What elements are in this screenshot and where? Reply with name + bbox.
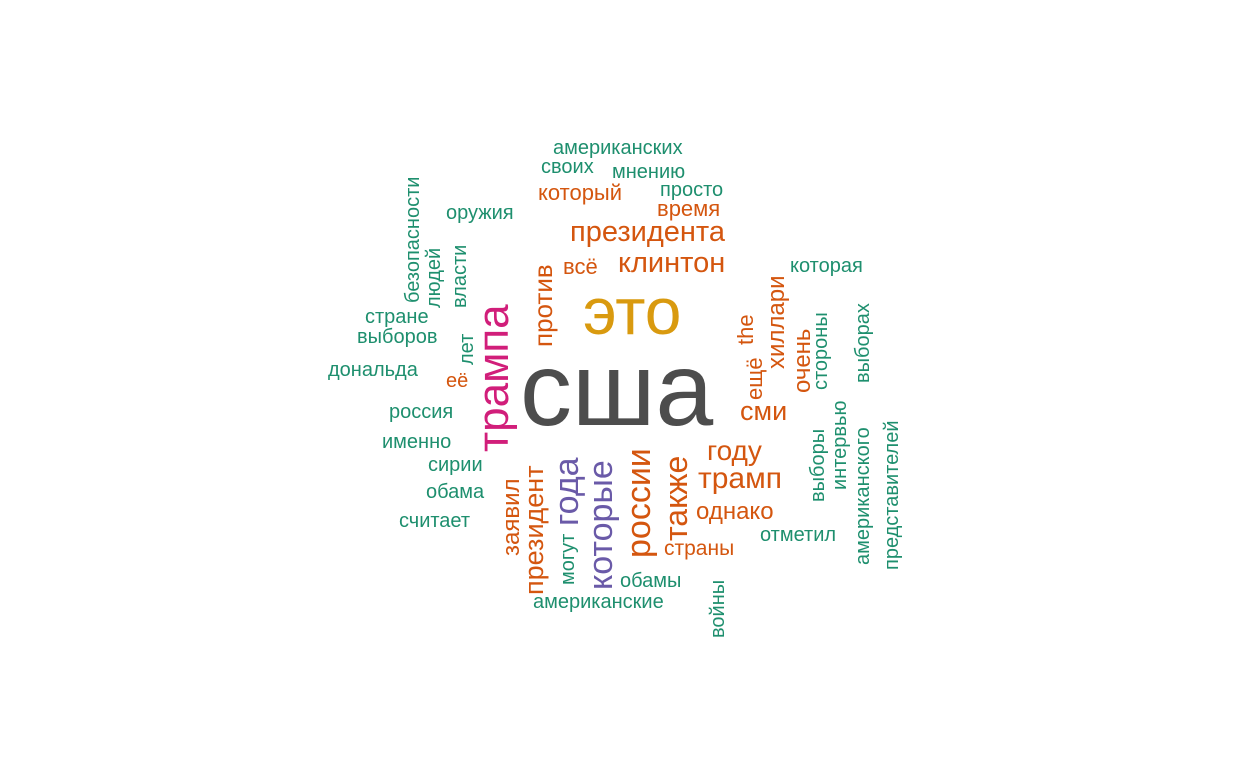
cloud-word-26: своих — [541, 156, 594, 178]
cloud-word-12: the — [733, 314, 758, 345]
cloud-word-35: лет — [456, 333, 478, 365]
cloud-word-19: страны — [664, 537, 735, 560]
cloud-word-40: обама — [426, 481, 485, 503]
cloud-word-7: всё — [563, 254, 598, 279]
cloud-word-46: отметил — [760, 524, 837, 546]
cloud-word-21: россии — [620, 448, 658, 558]
cloud-word-27: мнению — [612, 161, 686, 183]
cloud-word-20: также — [658, 455, 694, 541]
cloud-word-45: войны — [707, 579, 729, 638]
cloud-word-43: американские — [533, 591, 664, 613]
cloud-word-8: против — [528, 264, 558, 347]
cloud-word-28: просто — [660, 179, 724, 201]
cloud-word-16: году — [707, 435, 762, 466]
cloud-word-6: клинтон — [618, 247, 726, 279]
cloud-word-34: выборов — [357, 326, 438, 348]
cloud-word-24: её — [446, 370, 469, 392]
cloud-word-48: стороны — [810, 312, 832, 390]
cloud-word-5: президента — [570, 216, 725, 248]
cloud-word-52: американского — [852, 427, 874, 565]
cloud-word-31: людей — [423, 247, 445, 308]
cloud-word-13: ещё — [742, 357, 767, 400]
cloud-word-49: выборах — [852, 303, 874, 383]
cloud-word-47: которая — [790, 255, 863, 277]
cloud-word-10: время — [657, 196, 721, 221]
cloud-word-37: россия — [389, 401, 454, 423]
cloud-word-36: дональда — [328, 359, 418, 381]
cloud-word-3: года — [548, 457, 586, 526]
cloud-word-22: президент — [519, 465, 549, 595]
cloud-word-51: интервью — [829, 400, 851, 490]
cloud-word-41: считает — [399, 510, 471, 532]
cloud-word-29: оружия — [446, 202, 514, 224]
cloud-word-53: представителей — [881, 420, 903, 570]
cloud-word-50: выборы — [807, 428, 829, 502]
cloud-word-15: сми — [740, 396, 788, 426]
cloud-word-2: трампа — [469, 304, 518, 452]
cloud-word-0: сша — [520, 332, 714, 448]
cloud-word-9: который — [538, 180, 623, 205]
cloud-word-4: которые — [582, 460, 620, 590]
cloud-word-17: трамп — [698, 462, 782, 495]
cloud-word-39: сирии — [428, 454, 483, 476]
cloud-word-44: обамы — [620, 570, 682, 592]
cloud-word-18: однако — [696, 498, 774, 525]
cloud-word-25: американских — [553, 137, 683, 159]
cloud-word-23: заявил — [498, 478, 525, 556]
cloud-word-1: это — [583, 274, 682, 348]
cloud-word-11: хиллари — [763, 275, 790, 369]
cloud-word-30: безопасности — [402, 176, 424, 303]
cloud-word-38: именно — [382, 431, 452, 453]
cloud-word-32: власти — [449, 244, 471, 308]
cloud-word-42: могут — [557, 533, 579, 585]
cloud-word-33: стране — [365, 306, 429, 328]
